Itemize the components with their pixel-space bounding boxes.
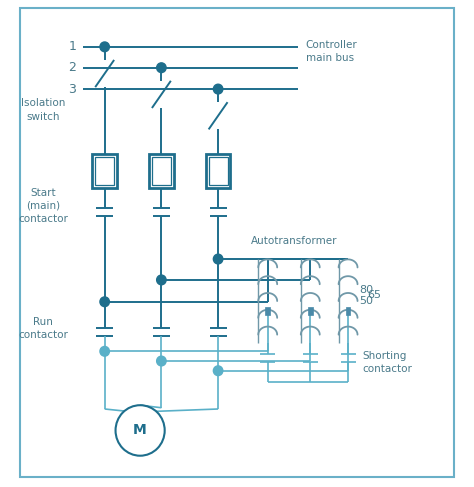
- Circle shape: [213, 254, 223, 264]
- Text: 2: 2: [68, 61, 76, 74]
- Bar: [149, 154, 173, 187]
- Bar: [209, 157, 228, 185]
- Circle shape: [156, 356, 166, 366]
- Circle shape: [213, 84, 223, 94]
- Circle shape: [156, 275, 166, 285]
- Circle shape: [116, 405, 164, 456]
- Text: 65: 65: [367, 290, 381, 300]
- Text: 1: 1: [68, 40, 76, 54]
- Bar: [265, 307, 270, 316]
- Text: Shorting
contactor: Shorting contactor: [362, 351, 412, 374]
- Circle shape: [100, 297, 109, 307]
- Bar: [308, 307, 313, 316]
- Text: 80: 80: [359, 284, 373, 295]
- Bar: [206, 154, 230, 187]
- Circle shape: [100, 346, 109, 356]
- Text: Run
contactor: Run contactor: [18, 317, 68, 340]
- Circle shape: [213, 366, 223, 375]
- Bar: [95, 157, 114, 185]
- Text: Start
(main)
contactor: Start (main) contactor: [18, 187, 68, 224]
- Circle shape: [156, 63, 166, 73]
- Text: Controller
main bus: Controller main bus: [306, 40, 357, 63]
- Bar: [152, 157, 171, 185]
- Bar: [92, 154, 117, 187]
- Bar: [346, 307, 350, 316]
- Circle shape: [100, 42, 109, 52]
- Text: 3: 3: [68, 83, 76, 95]
- Text: Isolation
switch: Isolation switch: [21, 98, 65, 122]
- Text: Autotransformer: Autotransformer: [251, 236, 337, 246]
- Text: 50: 50: [359, 296, 373, 306]
- Text: M: M: [133, 424, 147, 437]
